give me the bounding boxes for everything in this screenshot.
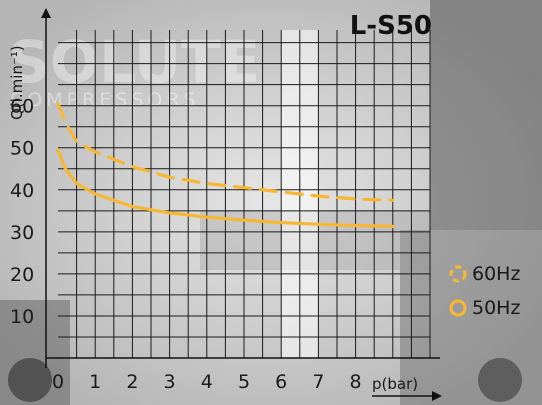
axes	[41, 8, 442, 401]
legend-swatch-50Hz-icon	[449, 299, 467, 317]
legend-label-60Hz: 60Hz	[472, 263, 520, 285]
x-tick-label: 2	[126, 371, 138, 393]
x-tick-label: 8	[350, 371, 362, 393]
series-line-60Hz	[56, 102, 395, 202]
y-tick-label: 60	[10, 96, 34, 118]
y-tick-label: 20	[10, 264, 34, 286]
series-line-50Hz	[56, 148, 395, 228]
x-tick-label: 1	[89, 371, 101, 393]
x-tick-label: 5	[238, 371, 250, 393]
tick-labels: 0 1 2 3 4 5 6 7 8 10 20 30 40 50 60	[10, 96, 362, 393]
y-tick-label: 30	[10, 222, 34, 244]
x-axis-arrow-icon	[432, 391, 442, 401]
y-axis-arrow-icon	[41, 8, 51, 18]
y-tick-label: 10	[10, 306, 34, 328]
y-axis-label: Q(l.min⁻¹)	[8, 45, 26, 120]
legend: 60Hz 50Hz	[449, 263, 520, 319]
grid	[58, 30, 431, 358]
x-tick-label: 4	[201, 371, 213, 393]
legend-label-50Hz: 50Hz	[472, 297, 520, 319]
chart-title: L-S50	[350, 11, 432, 41]
y-tick-label: 50	[10, 138, 34, 160]
y-tick-label: 40	[10, 180, 34, 202]
x-tick-label: 0	[52, 371, 64, 393]
legend-swatch-60Hz-icon	[449, 265, 467, 283]
x-tick-label: 7	[312, 371, 324, 393]
x-axis-label: p(bar)	[372, 375, 418, 393]
x-tick-label: 6	[275, 371, 287, 393]
series-lines	[56, 102, 395, 228]
x-tick-label: 3	[164, 371, 176, 393]
